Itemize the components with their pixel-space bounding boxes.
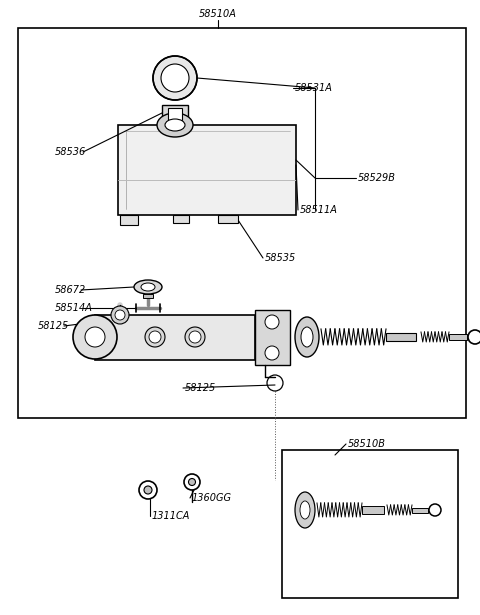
Bar xyxy=(18,28,466,418)
Bar xyxy=(412,507,428,512)
Text: 58510B: 58510B xyxy=(348,439,386,449)
Bar xyxy=(118,125,296,215)
Ellipse shape xyxy=(301,327,313,347)
Ellipse shape xyxy=(134,280,162,294)
Circle shape xyxy=(144,486,152,494)
Bar xyxy=(386,333,416,341)
Circle shape xyxy=(145,327,165,347)
Circle shape xyxy=(149,331,161,343)
Circle shape xyxy=(85,327,105,347)
Text: 58511A: 58511A xyxy=(300,205,338,215)
Bar xyxy=(255,310,290,365)
Bar xyxy=(143,294,153,298)
Text: 58529B: 58529B xyxy=(358,173,396,183)
Text: 58125: 58125 xyxy=(38,321,69,331)
Bar xyxy=(218,215,238,223)
Bar xyxy=(362,506,384,514)
Ellipse shape xyxy=(295,492,315,528)
Circle shape xyxy=(161,64,189,92)
Text: 1360GG: 1360GG xyxy=(192,493,232,503)
Text: 58536: 58536 xyxy=(55,147,86,157)
Bar xyxy=(449,334,467,340)
Bar xyxy=(120,215,138,225)
Bar xyxy=(95,315,255,360)
Text: 58535: 58535 xyxy=(265,253,296,263)
Ellipse shape xyxy=(165,119,185,131)
Ellipse shape xyxy=(300,501,310,519)
Bar xyxy=(282,450,458,598)
Ellipse shape xyxy=(157,113,193,137)
Bar xyxy=(168,108,182,120)
Text: 1311CA: 1311CA xyxy=(152,511,191,521)
Ellipse shape xyxy=(295,317,319,357)
Circle shape xyxy=(189,478,195,485)
Circle shape xyxy=(111,306,129,324)
Bar xyxy=(162,105,188,123)
Text: 58531A: 58531A xyxy=(295,83,333,93)
Circle shape xyxy=(115,310,125,320)
Text: 58125: 58125 xyxy=(185,383,216,393)
Bar xyxy=(173,215,189,223)
Ellipse shape xyxy=(141,283,155,291)
Circle shape xyxy=(265,315,279,329)
Circle shape xyxy=(189,331,201,343)
Text: 58514A: 58514A xyxy=(55,303,93,313)
Circle shape xyxy=(153,56,197,100)
Circle shape xyxy=(265,346,279,360)
Text: 58672: 58672 xyxy=(55,285,86,295)
Circle shape xyxy=(73,315,117,359)
Circle shape xyxy=(185,327,205,347)
Text: 58510A: 58510A xyxy=(199,9,237,19)
